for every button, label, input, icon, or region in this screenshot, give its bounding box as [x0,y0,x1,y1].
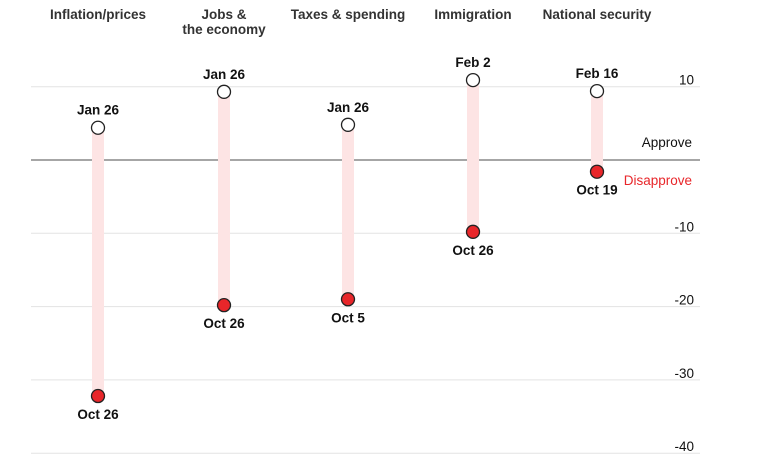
y-tick-label: -30 [674,366,694,381]
range-bar [467,80,479,232]
end-point [589,164,605,179]
start-label: Feb 2 [455,55,490,70]
end-label: Oct 5 [331,310,365,325]
end-point [340,292,356,307]
start-label: Feb 16 [576,66,619,81]
end-label: Oct 26 [452,243,494,258]
end-point [90,388,106,404]
range-bar [218,91,230,306]
disapprove-label: Disapprove [624,173,692,188]
y-tick-label: 10 [679,73,694,88]
start-point [465,72,481,88]
y-tick-label: -10 [674,219,694,234]
y-tick-label: -20 [674,293,694,308]
category-header: Taxes & spending [291,7,406,22]
end-point [465,224,481,239]
start-point [589,83,605,99]
category-header: Jobs & [201,7,246,22]
end-label: Oct 26 [203,316,245,331]
start-point [90,120,106,135]
range-bar [342,124,354,300]
y-tick-label: -40 [674,439,694,454]
category-header: Immigration [434,7,511,22]
start-point [340,117,356,132]
category-header: Inflation/prices [50,7,146,22]
category-header: National security [543,7,652,22]
end-point [216,297,232,313]
category-header: the economy [182,22,266,37]
range-bar [92,127,104,397]
end-label: Oct 26 [77,407,119,422]
start-label: Jan 26 [327,100,370,115]
start-label: Jan 26 [203,67,246,82]
range-bar [591,91,603,172]
approve-label: Approve [642,135,692,150]
end-label: Oct 19 [576,183,617,198]
start-point [216,84,232,99]
start-label: Jan 26 [77,103,120,118]
